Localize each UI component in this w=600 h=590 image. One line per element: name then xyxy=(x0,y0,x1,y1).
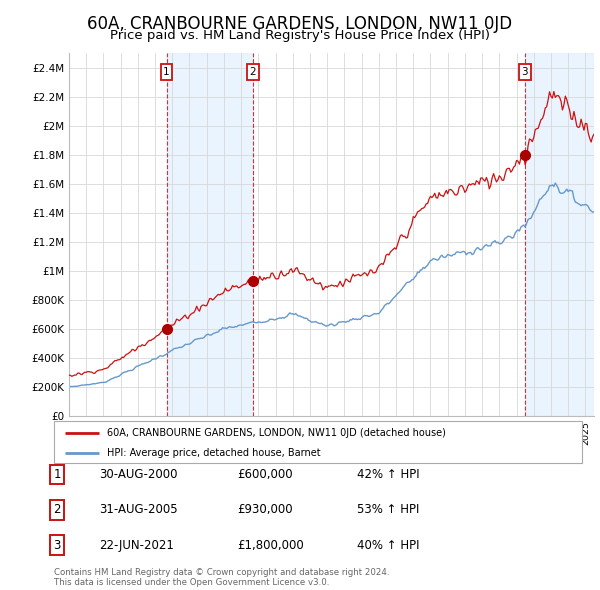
Text: 22-JUN-2021: 22-JUN-2021 xyxy=(99,539,174,552)
Text: 1: 1 xyxy=(53,468,61,481)
Text: £1,800,000: £1,800,000 xyxy=(237,539,304,552)
Bar xyxy=(167,53,253,416)
Text: 3: 3 xyxy=(521,67,528,77)
Text: £600,000: £600,000 xyxy=(237,468,293,481)
FancyBboxPatch shape xyxy=(54,421,582,463)
Text: HPI: Average price, detached house, Barnet: HPI: Average price, detached house, Barn… xyxy=(107,448,320,457)
Text: 42% ↑ HPI: 42% ↑ HPI xyxy=(357,468,419,481)
Text: Contains HM Land Registry data © Crown copyright and database right 2024.
This d: Contains HM Land Registry data © Crown c… xyxy=(54,568,389,587)
Text: 60A, CRANBOURNE GARDENS, LONDON, NW11 0JD: 60A, CRANBOURNE GARDENS, LONDON, NW11 0J… xyxy=(88,15,512,33)
Text: 2: 2 xyxy=(53,503,61,516)
Text: 1: 1 xyxy=(163,67,170,77)
Bar xyxy=(524,53,594,416)
Text: 60A, CRANBOURNE GARDENS, LONDON, NW11 0JD (detached house): 60A, CRANBOURNE GARDENS, LONDON, NW11 0J… xyxy=(107,428,446,438)
Text: 53% ↑ HPI: 53% ↑ HPI xyxy=(357,503,419,516)
Text: 3: 3 xyxy=(53,539,61,552)
Text: 40% ↑ HPI: 40% ↑ HPI xyxy=(357,539,419,552)
Text: Price paid vs. HM Land Registry's House Price Index (HPI): Price paid vs. HM Land Registry's House … xyxy=(110,30,490,42)
Text: 31-AUG-2005: 31-AUG-2005 xyxy=(99,503,178,516)
Text: 30-AUG-2000: 30-AUG-2000 xyxy=(99,468,178,481)
Text: 2: 2 xyxy=(249,67,256,77)
Text: £930,000: £930,000 xyxy=(237,503,293,516)
